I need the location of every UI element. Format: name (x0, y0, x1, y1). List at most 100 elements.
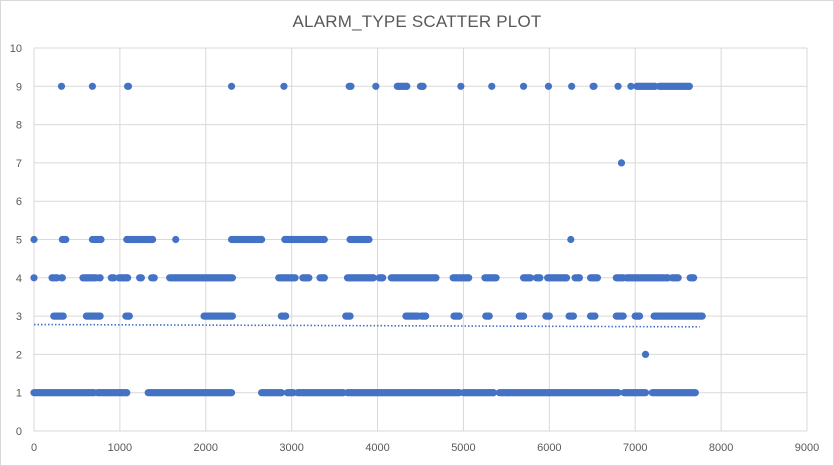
data-point (635, 312, 644, 320)
y-tick-label: 4 (16, 273, 22, 285)
data-point (320, 274, 328, 282)
x-tick-label: 0 (31, 442, 37, 454)
data-point (685, 82, 693, 90)
data-point (568, 82, 576, 90)
data-point (519, 312, 528, 320)
y-tick-label: 0 (16, 426, 22, 438)
y-tick-label: 5 (16, 235, 22, 247)
data-point (30, 274, 38, 282)
data-point (489, 389, 498, 397)
data-point (567, 235, 575, 244)
y-tick-label: 8 (16, 120, 22, 132)
y-tick-label: 10 (10, 43, 22, 55)
data-point (346, 312, 354, 320)
data-point (545, 312, 553, 320)
data-point (403, 82, 411, 90)
data-point (124, 82, 133, 90)
trendline (33, 323, 700, 328)
data-point (372, 82, 380, 90)
data-point (59, 312, 67, 320)
data-point (137, 274, 145, 282)
data-point (96, 312, 104, 320)
y-tick-label: 3 (16, 311, 22, 323)
data-point (614, 82, 622, 90)
data-point (258, 235, 266, 244)
data-point (455, 312, 463, 320)
data-point (593, 274, 602, 282)
data-point (544, 82, 553, 90)
data-point (464, 274, 473, 282)
data-point (575, 274, 583, 282)
data-point (62, 235, 70, 244)
data-point (519, 82, 528, 90)
data-point (30, 235, 38, 244)
data-point (227, 389, 236, 397)
data-point (698, 312, 706, 320)
data-point (227, 82, 236, 90)
data-point (88, 82, 97, 90)
data-point (536, 274, 544, 282)
data-point (228, 274, 237, 282)
data-point (124, 274, 132, 282)
y-tick-label: 7 (16, 158, 22, 170)
x-tick-label: 5000 (451, 442, 475, 454)
data-point (123, 389, 131, 397)
x-tick-label: 9000 (795, 442, 819, 454)
data-point (96, 274, 104, 282)
x-tick-label: 3000 (279, 442, 303, 454)
data-point (526, 274, 535, 282)
data-point (172, 235, 180, 244)
data-point (379, 274, 387, 282)
y-tick-label: 6 (16, 196, 22, 208)
data-point (614, 389, 622, 397)
x-tick-label: 1000 (108, 442, 132, 454)
data-point (150, 274, 158, 282)
data-point (591, 312, 599, 320)
data-point (674, 274, 682, 282)
data-point (320, 235, 328, 244)
data-point (488, 82, 496, 90)
data-point (282, 312, 290, 320)
data-point (277, 389, 285, 397)
data-point (432, 274, 440, 282)
data-point (492, 274, 500, 282)
chart-title: ALARM_TYPE SCATTER PLOT (292, 12, 542, 31)
data-point (365, 235, 373, 244)
data-point (347, 82, 355, 90)
data-point (690, 274, 698, 282)
x-tick-label: 6000 (537, 442, 561, 454)
data-point (57, 82, 66, 90)
data-point (457, 82, 465, 90)
data-point (617, 159, 626, 167)
data-point (419, 82, 427, 90)
data-point (228, 312, 237, 320)
y-tick-label: 2 (16, 349, 22, 361)
data-point (691, 389, 699, 397)
data-point (280, 82, 288, 90)
data-point (148, 235, 157, 244)
data-point (641, 389, 650, 397)
x-tick-label: 4000 (365, 442, 389, 454)
data-point (641, 350, 650, 358)
x-tick-label: 8000 (709, 442, 733, 454)
data-point (291, 274, 299, 282)
y-tick-label: 1 (16, 388, 22, 400)
x-tick-label: 2000 (194, 442, 218, 454)
data-point (97, 235, 105, 244)
data-point (422, 312, 430, 320)
y-tick-label: 9 (16, 81, 22, 93)
data-point (305, 274, 313, 282)
data-point (58, 274, 66, 282)
data-point (125, 312, 133, 320)
data-point (562, 274, 571, 282)
data-point (485, 312, 493, 320)
data-point (110, 274, 118, 282)
data-point (619, 312, 627, 320)
data-point (590, 82, 598, 90)
data-point (627, 82, 635, 90)
x-tick-label: 7000 (623, 442, 647, 454)
data-point (369, 274, 377, 282)
data-point (569, 312, 577, 320)
